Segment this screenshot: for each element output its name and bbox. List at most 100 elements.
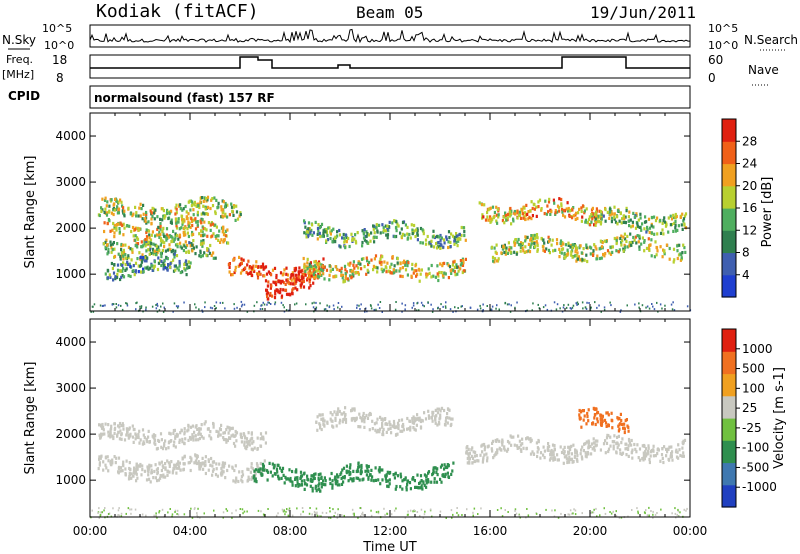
beam-title: Beam 05	[356, 3, 423, 22]
echo-point	[670, 217, 674, 221]
echo-point	[629, 218, 632, 222]
echo-point	[191, 223, 194, 228]
echo-point	[196, 454, 199, 459]
echo-point	[122, 206, 125, 210]
echo-point	[376, 417, 379, 421]
echo-point	[431, 419, 434, 423]
echo-point	[441, 274, 445, 278]
echo-point	[637, 510, 639, 513]
echo-point	[642, 451, 645, 455]
echo-point	[628, 210, 631, 214]
echo-point	[500, 507, 502, 510]
echo-point	[491, 205, 495, 209]
echo-point	[501, 515, 504, 518]
echo-point	[171, 469, 175, 473]
echo-point	[295, 468, 298, 472]
echo-point	[421, 228, 424, 232]
echo-point	[242, 258, 245, 262]
echo-point	[318, 422, 321, 426]
echo-point	[288, 468, 291, 472]
echo-point	[396, 421, 400, 425]
echo-point	[201, 310, 204, 313]
echo-point	[162, 214, 165, 218]
echo-point	[128, 426, 131, 430]
echo-point	[418, 486, 421, 490]
echo-point	[423, 473, 426, 477]
echo-point	[618, 416, 621, 421]
echo-point	[177, 268, 180, 272]
echo-point	[657, 448, 660, 452]
echo-point	[446, 262, 449, 266]
echo-point	[387, 427, 390, 431]
echo-point	[465, 451, 468, 455]
echo-point	[144, 266, 147, 270]
echo-point	[212, 232, 215, 236]
echo-point	[183, 301, 185, 304]
echo-point	[648, 514, 650, 517]
echo-point	[107, 469, 110, 473]
echo-point	[287, 292, 290, 297]
echo-point	[606, 210, 609, 214]
echo-point	[134, 270, 137, 275]
echo-point	[294, 477, 297, 481]
echo-point	[581, 445, 584, 449]
echo-point	[510, 222, 513, 226]
echo-point	[196, 512, 198, 515]
echo-point	[316, 232, 319, 236]
echo-point	[162, 232, 165, 236]
echo-point	[282, 473, 285, 477]
echo-point	[285, 292, 289, 296]
echo-point	[667, 457, 670, 461]
echo-point	[585, 308, 588, 310]
echo-point	[241, 508, 244, 511]
echo-point	[503, 243, 506, 247]
echo-point	[449, 240, 452, 244]
echo-point	[119, 469, 122, 473]
echo-point	[577, 303, 579, 306]
echo-point	[207, 221, 210, 225]
echo-point	[222, 240, 225, 244]
echo-point	[334, 511, 336, 514]
echo-point	[536, 450, 539, 454]
echo-point	[595, 443, 598, 447]
echo-point	[331, 486, 334, 490]
echo-point	[238, 263, 241, 267]
echo-point	[574, 213, 577, 217]
echo-point	[342, 466, 346, 470]
echo-point	[530, 217, 533, 221]
echo-point	[128, 435, 131, 439]
echo-point	[682, 451, 685, 455]
echo-point	[580, 251, 583, 255]
echo-point	[231, 209, 234, 213]
echo-point	[120, 437, 123, 441]
echo-point	[405, 485, 408, 490]
echo-point	[674, 223, 677, 227]
echo-point	[386, 236, 389, 240]
echo-point	[165, 447, 168, 451]
echo-point	[506, 439, 510, 444]
echo-point	[140, 207, 143, 211]
echo-point	[308, 262, 311, 266]
echo-point	[170, 250, 173, 254]
echo-point	[160, 263, 163, 268]
echo-point	[645, 306, 647, 309]
echo-point	[344, 238, 347, 242]
echo-point	[440, 480, 443, 484]
echo-point	[141, 428, 145, 432]
echo-point	[374, 254, 378, 258]
echo-point	[300, 275, 303, 279]
nave-label: Nave	[748, 63, 779, 77]
echo-point	[191, 516, 194, 519]
echo-point	[263, 459, 266, 463]
cpid-text: normalsound (fast) 157 RF	[94, 91, 275, 105]
echo-point	[387, 484, 390, 489]
echo-point	[323, 265, 326, 269]
echo-point	[459, 259, 462, 263]
echo-point	[232, 258, 235, 262]
echo-point	[661, 447, 664, 451]
echo-point	[587, 419, 590, 423]
echo-point	[613, 440, 616, 444]
echo-point	[611, 440, 614, 444]
echo-point	[118, 514, 121, 517]
echo-point	[215, 225, 218, 229]
